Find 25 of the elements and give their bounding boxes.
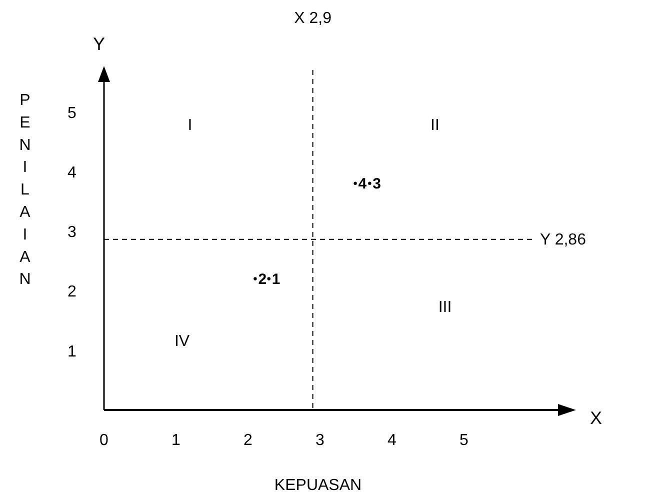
x-tick-label: 0 [100, 432, 109, 449]
annotation: 4 [358, 175, 368, 192]
annotation: IV [174, 333, 190, 350]
y-tick-label: 1 [68, 343, 77, 360]
ref-line-label: Y 2,86 [540, 231, 586, 248]
x-tick-label: 2 [244, 432, 253, 449]
text: PENILAIAN [19, 92, 31, 288]
annotation: III [438, 299, 452, 316]
annotation: 1 [272, 270, 280, 288]
x-tick-label: 3 [316, 432, 325, 449]
annotation: 2 [258, 270, 267, 288]
annotation: II [430, 117, 440, 134]
y-tick-label: 5 [68, 104, 77, 122]
x-axis-title: KEPUASAN [274, 477, 362, 494]
text: Y [92, 34, 106, 54]
x-tick-label: 4 [388, 432, 397, 449]
annotation: 3 [372, 175, 382, 192]
y-tick-label: 3 [68, 224, 77, 242]
annotation: I [188, 117, 192, 134]
ref-line-label: X 2,9 [294, 10, 332, 27]
y-tick-label: 4 [68, 164, 77, 182]
y-tick-label: 2 [68, 284, 77, 301]
text: X [590, 408, 602, 428]
x-tick-label: 5 [460, 432, 469, 449]
x-tick-label: 1 [172, 432, 181, 449]
